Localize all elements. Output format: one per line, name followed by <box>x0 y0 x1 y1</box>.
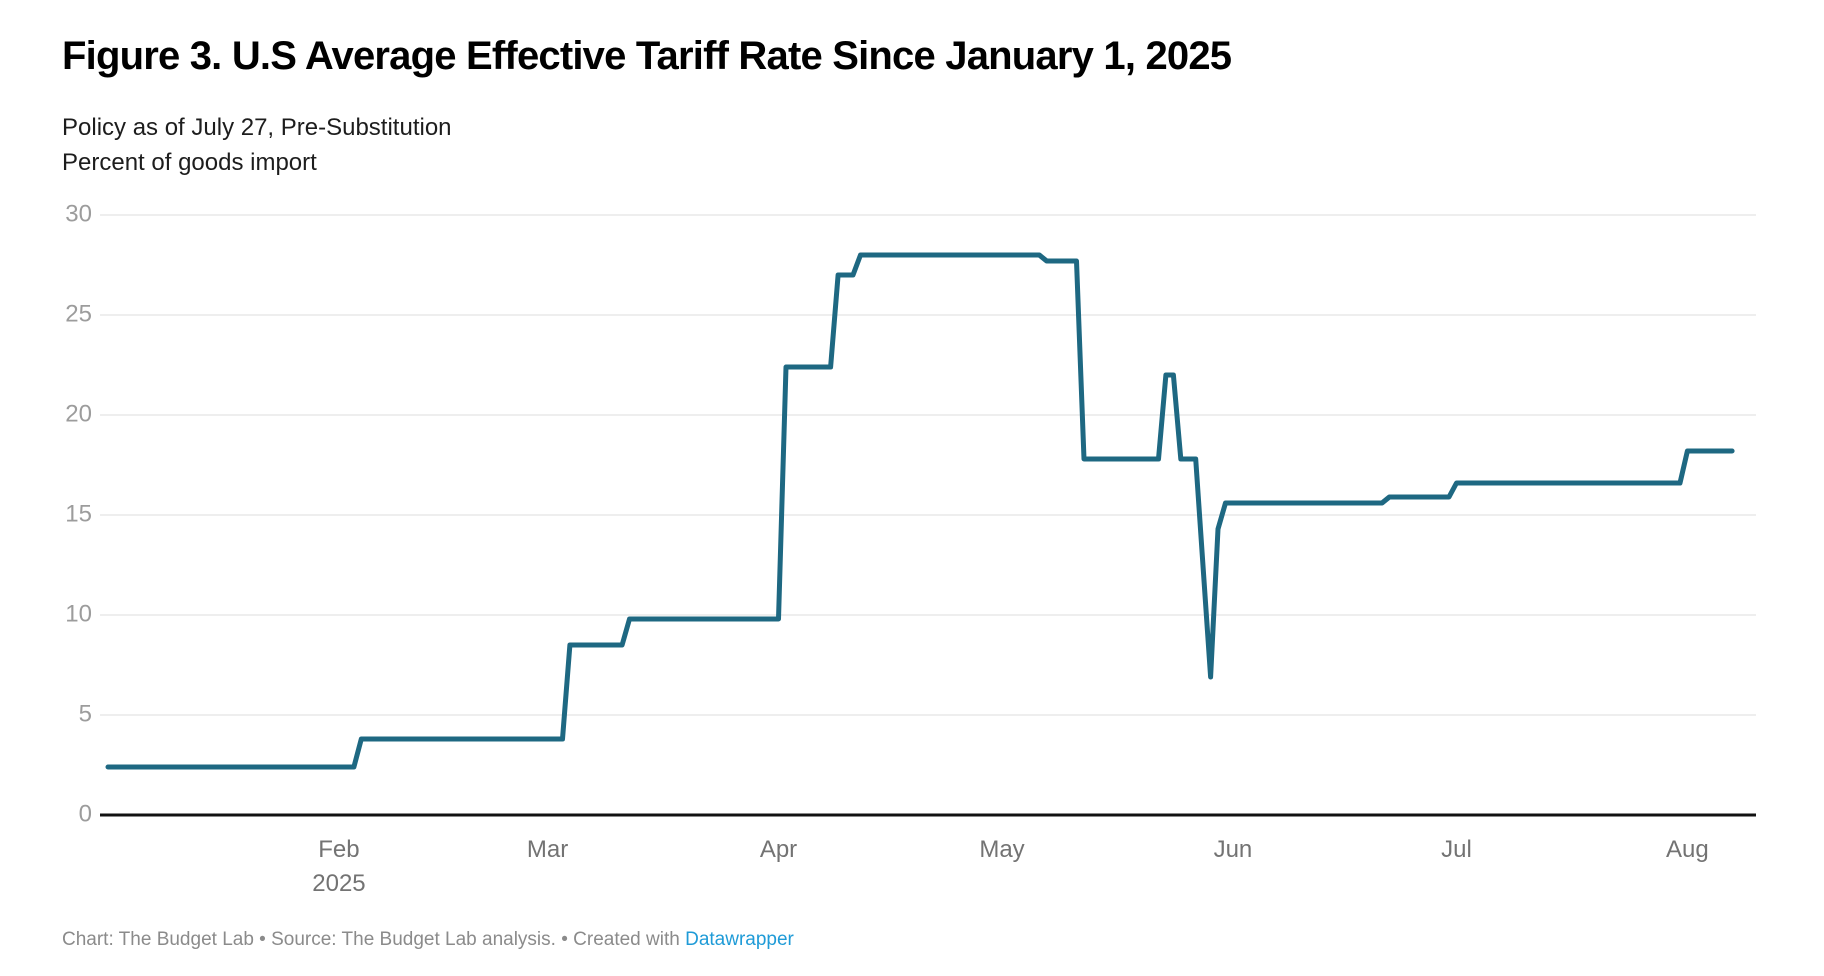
y-axis-tick-label-30: 30 <box>65 200 92 228</box>
page-title: Figure 3. U.S Average Effective Tariff R… <box>62 34 1232 78</box>
tariff-rate-line <box>105 252 1735 770</box>
x-axis-month-label-jun: Jun <box>1213 836 1253 863</box>
x-axis-month-label-aug: Aug <box>1666 836 1709 863</box>
x-axis-month-label-mar: Mar <box>526 836 569 863</box>
y-axis-tick-label-20: 20 <box>65 400 92 428</box>
y-axis-tick-label-15: 15 <box>65 500 92 528</box>
x-axis-month-label-may: May <box>979 836 1025 863</box>
footer-attribution-text: Chart: The Budget Lab • Source: The Budg… <box>62 929 686 950</box>
y-axis-tick-label-10: 10 <box>65 600 92 628</box>
chart-subtitle-policy: Policy as of July 27, Pre-Substitution <box>62 114 452 141</box>
chart-subtitle-units: Percent of goods import <box>62 149 317 176</box>
y-axis-tick-label-5: 5 <box>78 700 92 728</box>
x-axis-year-label: 2025 <box>312 870 366 897</box>
x-axis-month-label-jul: Jul <box>1441 836 1472 863</box>
datawrapper-link[interactable]: Datawrapper <box>685 929 794 950</box>
y-axis-tick-label-25: 25 <box>65 300 92 328</box>
x-axis-month-label-apr: Apr <box>759 836 798 863</box>
y-axis-tick-label-0: 0 <box>78 800 92 828</box>
x-axis-month-label-feb: Feb <box>318 836 360 863</box>
chart-footer: Chart: The Budget Lab • Source: The Budg… <box>62 929 794 951</box>
